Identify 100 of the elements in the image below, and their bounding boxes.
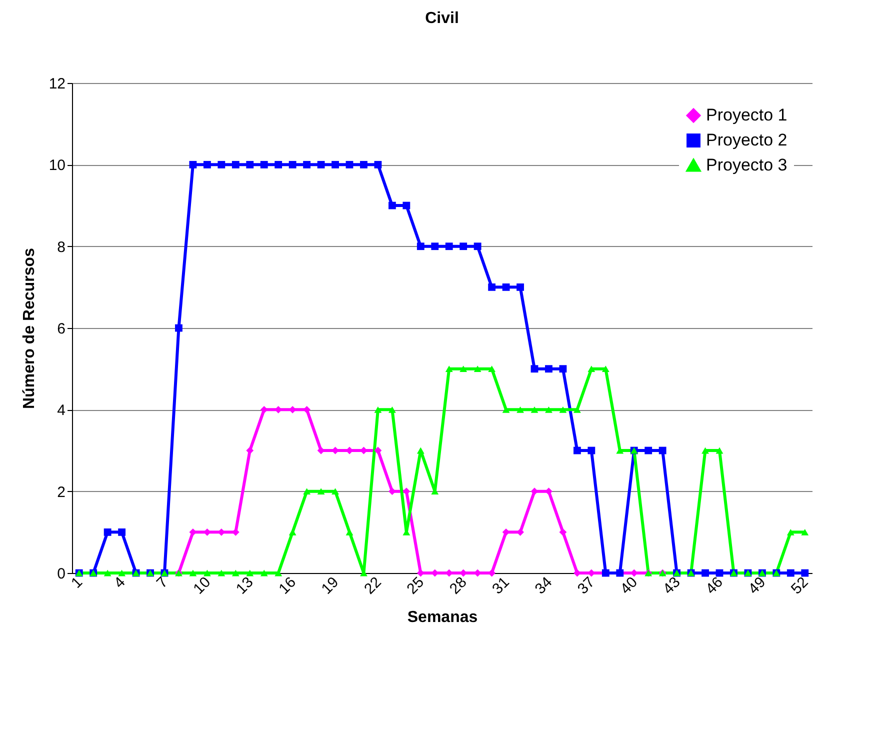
- point: [360, 160, 368, 168]
- x-tick-label: 19: [318, 574, 342, 598]
- point: [559, 528, 567, 536]
- legend-label: Proyecto 3: [706, 156, 788, 174]
- point: [716, 447, 724, 454]
- point: [488, 283, 496, 291]
- x-tick-label: 40: [617, 574, 641, 598]
- point: [502, 406, 510, 413]
- y-tick-label: 10: [48, 157, 66, 174]
- point: [232, 160, 240, 168]
- point: [303, 406, 311, 414]
- x-tick-label: 28: [446, 574, 470, 598]
- y-tick-label: 4: [57, 402, 66, 420]
- point: [545, 365, 552, 373]
- x-axis-title: Semanas: [407, 608, 478, 626]
- x-tick-label: 25: [404, 574, 428, 598]
- x-tick-label: 49: [745, 574, 770, 598]
- point: [416, 242, 424, 250]
- point: [346, 160, 354, 168]
- point: [545, 406, 552, 413]
- point: [246, 570, 254, 576]
- point: [374, 446, 382, 454]
- y-tick-label: 0: [57, 566, 66, 582]
- x-tick-label: 31: [489, 574, 513, 598]
- point: [445, 366, 453, 372]
- x-tick-label: 22: [361, 574, 385, 598]
- point: [274, 160, 282, 168]
- point: [786, 528, 794, 536]
- point: [786, 569, 794, 577]
- point: [474, 366, 482, 372]
- point: [530, 365, 538, 373]
- point: [573, 446, 581, 454]
- point: [246, 160, 254, 168]
- y-tick-label: 8: [57, 238, 66, 256]
- legend-label: Proyecto 2: [706, 130, 788, 150]
- point: [317, 160, 325, 168]
- point: [474, 242, 482, 250]
- x-tick-label: 1: [68, 574, 86, 592]
- point: [332, 160, 339, 168]
- x-tick-label: 10: [190, 574, 214, 598]
- point: [416, 447, 424, 454]
- legend-label: Proyecto 1: [706, 106, 788, 124]
- x-tick-label: 16: [276, 574, 300, 598]
- point: [218, 570, 226, 576]
- point: [332, 488, 339, 495]
- point: [460, 366, 468, 372]
- point: [374, 160, 382, 168]
- x-tick-label: 46: [702, 574, 726, 598]
- point: [118, 570, 126, 576]
- point: [559, 406, 567, 413]
- point: [431, 242, 439, 250]
- x-tick-label: 13: [232, 574, 257, 598]
- point: [260, 160, 268, 168]
- point: [388, 488, 396, 496]
- point: [260, 570, 268, 576]
- point: [488, 366, 496, 372]
- point: [602, 366, 610, 372]
- x-tick-label: 37: [574, 574, 598, 598]
- point: [118, 528, 126, 536]
- y-tick-label: 6: [57, 320, 66, 338]
- point: [658, 446, 666, 454]
- point: [246, 446, 254, 454]
- point: [588, 366, 596, 372]
- point: [702, 447, 709, 454]
- x-tick-label: 43: [660, 574, 684, 598]
- point: [559, 365, 567, 373]
- point: [303, 160, 311, 168]
- point: [303, 488, 311, 495]
- point: [218, 160, 226, 168]
- point: [203, 160, 211, 168]
- point: [104, 528, 112, 536]
- point: [445, 242, 453, 250]
- point: [104, 570, 112, 576]
- point: [288, 160, 296, 168]
- point: [189, 570, 197, 576]
- chart-title: Civil: [425, 10, 459, 27]
- x-tick-label: 7: [153, 574, 172, 592]
- x-tick-label: 4: [110, 574, 129, 592]
- x-tick-label: 34: [532, 574, 556, 598]
- y-tick-label: 12: [48, 76, 66, 92]
- point: [644, 446, 652, 454]
- point: [545, 488, 552, 496]
- y-axis-title: Número de Recursos: [20, 248, 38, 409]
- point: [516, 406, 524, 413]
- point: [702, 569, 709, 577]
- point: [588, 446, 596, 454]
- point: [516, 528, 524, 536]
- point: [516, 283, 524, 291]
- point: [175, 324, 182, 332]
- point: [530, 406, 538, 413]
- x-tick-label: 52: [788, 574, 812, 598]
- y-tick-label: 2: [57, 484, 66, 501]
- point: [402, 202, 410, 210]
- point: [317, 488, 325, 495]
- point: [189, 160, 197, 168]
- point: [460, 242, 468, 250]
- point: [502, 283, 510, 291]
- point: [801, 528, 809, 536]
- point: [374, 406, 382, 413]
- point: [801, 569, 809, 577]
